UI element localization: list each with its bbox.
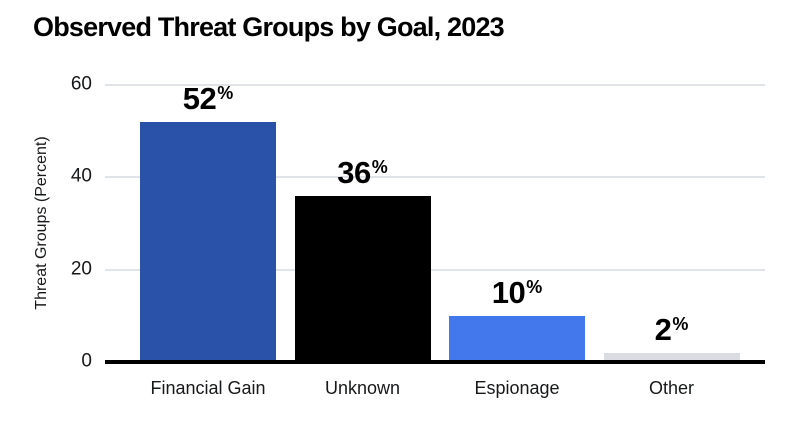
bar-other [603,352,740,362]
bar-value-number: 36 [337,154,371,190]
x-category-label-unknown: Unknown [324,378,401,398]
y-tick-label-60: 60 [70,73,92,95]
percent-symbol: % [371,156,388,177]
gridline-60 [105,84,765,86]
x-category-label-other: Other [648,378,695,398]
bar-financial-gain [140,121,276,362]
bar-value-label-unknown: 36% [337,157,388,188]
y-axis-title: Threat Groups (Percent) [33,136,50,310]
bar-value-label-other: 2% [655,314,689,345]
chart-title: Observed Threat Groups by Goal, 2023 [33,12,505,42]
y-tick-label-20: 20 [70,258,92,280]
bar-value-label-espionage: 10% [492,277,543,308]
bar-unknown [294,195,431,362]
bar-value-number: 10 [491,274,526,310]
bar-value-number: 2 [654,311,672,347]
bar-value-number: 52 [182,80,217,116]
gridline-40 [105,176,765,179]
percent-symbol: % [672,313,689,334]
y-tick-label-40: 40 [70,165,92,187]
percent-symbol: % [217,82,234,103]
x-axis-line [105,360,765,364]
y-tick-label-0: 0 [81,350,92,372]
plot-area: 0 20 40 60 52% Financial Gain 36% Unknown 10% Es… [71,74,765,398]
bar-value-label-financial-gain: 52% [183,83,234,114]
gridline-20 [105,268,765,271]
x-category-label-espionage: Espionage [474,378,560,398]
percent-symbol: % [526,276,543,297]
x-category-label-financial-gain: Financial Gain [150,378,266,398]
bar-espionage [449,315,585,362]
